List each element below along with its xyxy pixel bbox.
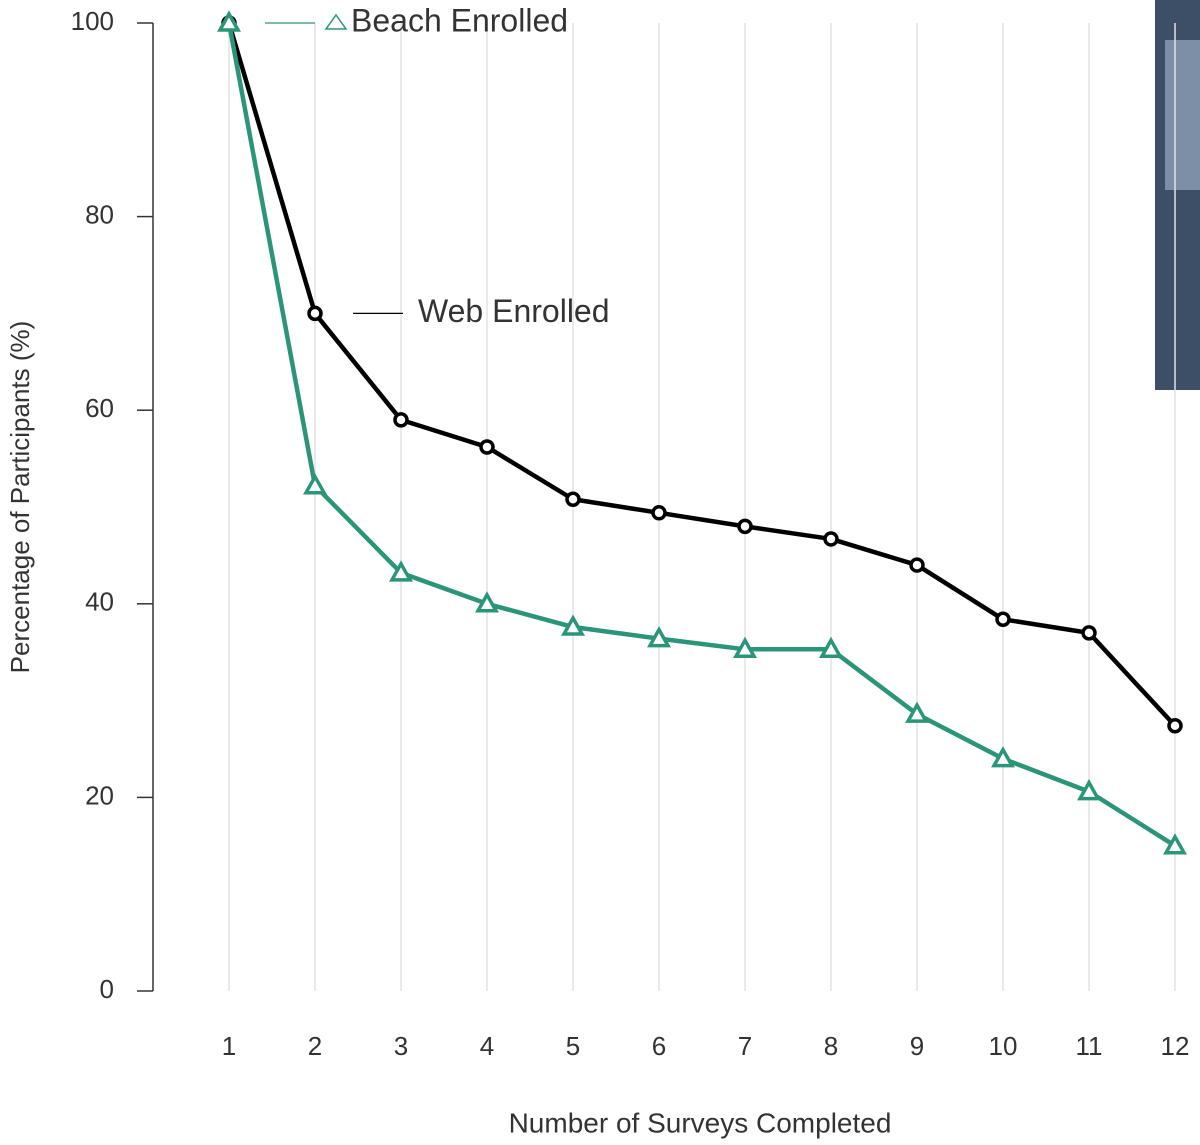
marker (564, 618, 582, 634)
marker (739, 520, 751, 532)
x-tick-label: 8 (824, 1031, 838, 1061)
x-tick-label: 4 (480, 1031, 494, 1061)
x-tick-label: 7 (738, 1031, 752, 1061)
marker (1169, 720, 1181, 732)
x-tick-label: 3 (394, 1031, 408, 1061)
legend-label: Beach Enrolled (351, 2, 568, 38)
x-tick-label: 11 (1076, 1031, 1103, 1061)
marker (220, 14, 238, 30)
marker (650, 630, 668, 646)
marker (822, 640, 840, 656)
marker (1083, 627, 1095, 639)
marker (911, 559, 923, 571)
marker (736, 640, 754, 656)
y-tick-label: 60 (85, 393, 114, 423)
series-line (229, 23, 1175, 726)
y-tick-label: 80 (85, 199, 114, 229)
y-axis-label: Percentage of Participants (%) (5, 321, 35, 674)
marker (478, 595, 496, 611)
marker (825, 533, 837, 545)
x-axis-label: Number of Surveys Completed (509, 1107, 892, 1138)
chart: Number of Surveys Completed Percentage o… (0, 0, 1200, 1145)
marker (481, 441, 493, 453)
y-tick-label: 40 (85, 587, 114, 617)
marker (997, 613, 1009, 625)
x-tick-label: 12 (1161, 1031, 1190, 1061)
marker (306, 477, 324, 493)
x-tick-label: 5 (566, 1031, 580, 1061)
y-tick-label: 20 (85, 780, 114, 810)
x-tick-label: 9 (910, 1031, 924, 1061)
legend-marker (326, 15, 346, 29)
y-tick-label: 0 (100, 974, 114, 1004)
marker (309, 307, 321, 319)
marker (1080, 783, 1098, 799)
x-tick-label: 1 (222, 1031, 236, 1061)
marker (395, 414, 407, 426)
x-tick-label: 2 (308, 1031, 322, 1061)
photo-detail (1165, 40, 1200, 190)
marker (567, 493, 579, 505)
marker (994, 750, 1012, 766)
y-tick-label: 100 (71, 6, 114, 36)
marker (653, 507, 665, 519)
series-line (229, 23, 1175, 846)
x-tick-label: 10 (989, 1031, 1018, 1061)
legend-label: Web Enrolled (418, 293, 610, 329)
x-tick-label: 6 (652, 1031, 666, 1061)
